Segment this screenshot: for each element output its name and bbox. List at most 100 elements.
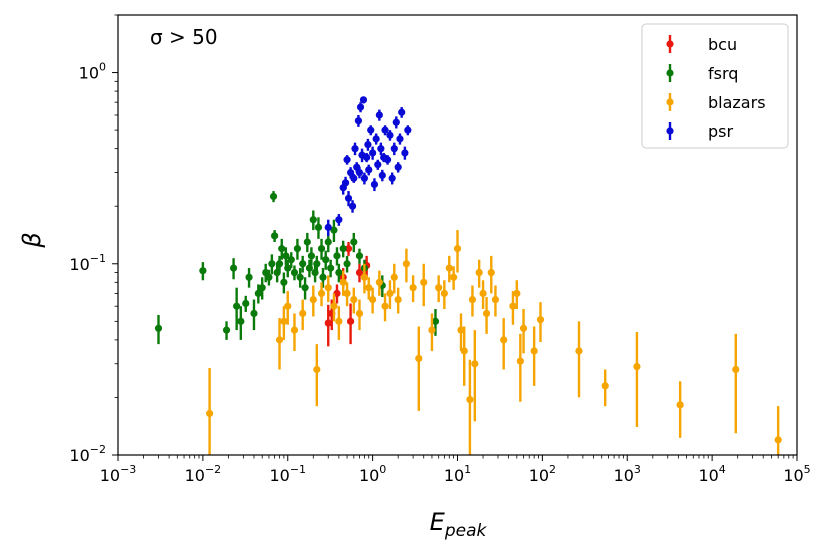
legend-item-blazars: blazars xyxy=(666,93,766,112)
x-tick-label: 102 xyxy=(529,463,556,485)
data-point xyxy=(440,289,448,298)
data-point xyxy=(360,174,368,182)
data-point xyxy=(229,264,238,272)
data-point xyxy=(222,326,231,334)
x-tick-label: 10−1 xyxy=(269,463,306,485)
legend-label: psr xyxy=(708,122,733,141)
data-point xyxy=(242,299,250,308)
data-point xyxy=(530,347,538,355)
x-tick-exponent: 4 xyxy=(719,463,726,476)
data-point xyxy=(415,354,423,363)
data-point xyxy=(475,268,483,277)
x-tick-label: 100 xyxy=(359,463,386,485)
legend-marker-dot xyxy=(666,69,674,77)
series-fsrq xyxy=(154,191,440,345)
data-point xyxy=(301,284,309,292)
legend-label: bcu xyxy=(708,35,737,54)
data-point xyxy=(309,295,317,304)
data-point xyxy=(271,232,279,240)
data-point xyxy=(299,309,307,318)
data-point xyxy=(355,268,364,277)
data-point xyxy=(324,238,332,246)
data-point xyxy=(390,273,398,281)
data-point xyxy=(355,309,364,318)
x-tick-mantissa: 10 xyxy=(614,466,634,485)
data-point xyxy=(233,302,241,310)
data-point xyxy=(375,111,383,119)
data-point xyxy=(299,260,307,268)
x-tick-exponent: −2 xyxy=(205,463,221,476)
legend-label: fsrq xyxy=(708,64,738,83)
x-tick-exponent: 2 xyxy=(549,463,556,476)
data-point xyxy=(482,309,491,318)
data-point xyxy=(254,289,262,298)
data-point xyxy=(380,153,388,162)
data-point xyxy=(322,256,330,264)
data-point xyxy=(348,202,357,210)
data-point xyxy=(513,289,521,298)
data-point xyxy=(313,365,321,374)
data-point xyxy=(394,163,402,171)
data-point xyxy=(319,273,327,281)
legend-item-bcu: bcu xyxy=(666,35,737,54)
data-point xyxy=(307,252,316,260)
data-point xyxy=(154,324,163,332)
y-tick-label: 10−1 xyxy=(69,252,106,274)
legend: bcu fsrq blazars psr xyxy=(641,23,789,149)
legend-marker-dot xyxy=(666,40,674,48)
x-tick-exponent: 0 xyxy=(379,463,386,476)
y-tick-label: 100 xyxy=(79,61,106,83)
data-point xyxy=(386,131,394,139)
data-point xyxy=(398,108,406,116)
y-tick-label: 10−2 xyxy=(69,443,106,465)
legend-item-fsrq: fsrq xyxy=(666,64,738,83)
data-point xyxy=(324,319,332,327)
data-point xyxy=(375,278,383,286)
data-point xyxy=(359,96,368,104)
data-point xyxy=(327,264,335,272)
data-point xyxy=(205,409,214,418)
data-point xyxy=(305,264,314,272)
data-point xyxy=(333,252,341,260)
data-point xyxy=(199,267,207,275)
data-point xyxy=(355,252,364,260)
data-point xyxy=(303,238,311,246)
x-tick-exponent: −3 xyxy=(120,463,136,476)
data-point xyxy=(365,284,373,292)
data-point xyxy=(282,252,290,260)
x-tick-exponent: 1 xyxy=(464,463,471,476)
data-point xyxy=(354,117,363,125)
data-point xyxy=(258,284,266,292)
data-point xyxy=(601,382,609,390)
data-point xyxy=(676,401,684,409)
series-layer xyxy=(154,96,782,455)
data-point xyxy=(401,149,409,157)
data-point xyxy=(314,223,323,231)
data-point xyxy=(339,245,347,253)
data-point xyxy=(471,360,479,368)
x-tick-exponent: −1 xyxy=(290,463,306,476)
data-point xyxy=(324,223,332,231)
data-point xyxy=(365,166,373,174)
data-point xyxy=(364,141,372,149)
data-point xyxy=(346,317,355,325)
data-point xyxy=(284,302,292,310)
x-tick-label: 101 xyxy=(444,463,471,485)
legend-label: blazars xyxy=(708,93,766,112)
data-point xyxy=(287,256,295,264)
data-point xyxy=(284,264,292,272)
data-point xyxy=(275,336,284,344)
legend-marker-dot xyxy=(666,98,674,106)
data-point xyxy=(278,245,286,253)
data-point xyxy=(290,268,299,277)
data-point xyxy=(369,149,377,157)
y-tick-mantissa: 10 xyxy=(69,446,89,465)
data-point xyxy=(500,336,508,344)
data-point xyxy=(356,103,365,111)
data-point xyxy=(355,168,364,177)
data-point xyxy=(378,171,386,179)
x-tick-label: 103 xyxy=(614,463,641,485)
data-point xyxy=(275,260,284,268)
data-point xyxy=(381,126,389,134)
data-point xyxy=(290,326,299,334)
